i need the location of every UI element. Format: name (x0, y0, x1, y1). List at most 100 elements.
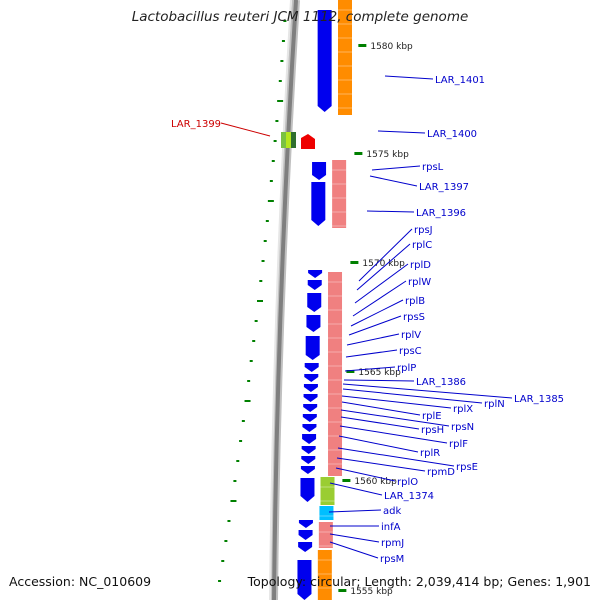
gene-label: rplR (420, 448, 440, 459)
gene-label: LAR_1396 (416, 208, 466, 219)
gene-label: rplX (453, 404, 473, 415)
ring-dot (230, 500, 237, 502)
label-leader-line (358, 228, 413, 282)
highlight-gene-bar-lime (286, 132, 291, 148)
cds-arrow (303, 404, 318, 412)
feature-band (317, 550, 332, 600)
label-leader-line (345, 349, 398, 358)
label-leader-line (369, 175, 418, 187)
ring-dot (263, 240, 267, 242)
gene-label: adk (383, 506, 401, 517)
cds-arrow (312, 162, 327, 180)
cds-arrow (303, 384, 318, 392)
gene-label: rpsN (451, 422, 474, 433)
ring-dot (254, 320, 258, 322)
cds-arrow (298, 542, 313, 552)
cds-arrow (298, 520, 313, 528)
ring-dot (218, 580, 222, 582)
highlight-gene-bar-green (281, 132, 286, 148)
highlight-gene-bar-dark (291, 132, 296, 148)
label-leader-line (329, 541, 379, 559)
scale-tick-label: 1580 kbp (370, 42, 413, 52)
cds-arrow (301, 446, 316, 454)
ring-dot (278, 80, 282, 82)
ring-dot (269, 180, 273, 182)
cds-arrow (305, 336, 320, 360)
label-leader-line (340, 416, 420, 430)
cds-arrow (311, 182, 326, 226)
ring-dot (236, 460, 240, 462)
ring-dot (221, 560, 225, 562)
scale-tick (338, 589, 347, 592)
cds-arrow (302, 414, 317, 422)
gene-label: LAR_1400 (427, 129, 477, 140)
ring-dot (227, 520, 231, 522)
cds-arrow (300, 466, 315, 474)
tick-marks: 1580 kbp 1575 kbp 1570 kbp 1565 kbp 1560 kbp… (338, 42, 413, 597)
highlight-gene-lar-1399[interactable] (281, 132, 315, 149)
label-leader-line (354, 263, 409, 304)
ring-dot (233, 480, 237, 482)
gene-label: LAR_1401 (435, 75, 485, 86)
gene-label: rplE (422, 411, 442, 422)
feature-band (328, 272, 343, 476)
feature-band (318, 522, 333, 548)
gene-label: infA (381, 522, 401, 533)
accession-label: Accession: NC_010609 (9, 574, 152, 589)
gene-label: rpsH (421, 425, 444, 436)
topology-text: Topology: circular; (247, 574, 361, 589)
label-leader-line (340, 409, 450, 427)
label-leader-line (328, 509, 382, 513)
label-leader-line (384, 75, 434, 80)
scale-tick (346, 370, 355, 373)
cds-arrow (298, 530, 313, 540)
cds-arrow (308, 270, 323, 278)
ring-dot (283, 20, 287, 22)
cds-arrow (317, 10, 332, 112)
gene-label: rpsM (380, 554, 404, 565)
ring-dot (239, 440, 243, 442)
label-leader-line (344, 366, 396, 372)
feature-band (338, 0, 352, 115)
gene-label: rplW (408, 277, 431, 288)
label-leader-line (352, 280, 407, 317)
label-leader-line (342, 383, 513, 399)
gene-label: rpmJ (381, 538, 404, 549)
label-leader-line (377, 130, 426, 134)
label-leader-line (342, 388, 483, 404)
label-leader-line (350, 299, 404, 327)
label-leader-line (339, 425, 448, 444)
cds-arrow (306, 315, 321, 332)
ring-dot (249, 360, 253, 362)
ring-dot (259, 280, 263, 282)
label-leader-line (335, 467, 396, 482)
length-text: Length: 2,039,414 bp; (364, 574, 504, 589)
cds-arrow (303, 394, 318, 402)
gene-label: LAR_1397 (419, 182, 469, 193)
label-leader-line (348, 315, 402, 336)
scale-tick (350, 261, 359, 264)
gene-label: rplV (401, 330, 421, 341)
scale-tick-label: 1570 kbp (362, 259, 405, 269)
label-leader-line (343, 379, 415, 382)
label-leader-line (220, 122, 271, 137)
label-leader-line (341, 401, 421, 416)
gene-label: rpsS (403, 312, 425, 323)
scale-tick (358, 44, 367, 47)
gene-label: rplP (397, 363, 416, 374)
gene-label: LAR_1385 (514, 394, 564, 405)
gene-label: rplC (412, 240, 432, 251)
gene-label: rplO (397, 477, 418, 488)
ring-dot (267, 200, 274, 202)
ring-dot (257, 300, 263, 302)
cds-arrow (297, 560, 312, 600)
genome-summary: Topology: circular; Length: 2,039,414 bp… (248, 574, 591, 589)
gene-label: rpsC (399, 346, 422, 357)
ring-dot (247, 380, 251, 382)
gene-label: rpsL (422, 162, 444, 173)
gene-label: rplD (410, 260, 431, 271)
label-leader-line (337, 447, 455, 467)
cds-arrow (307, 280, 322, 290)
cds-arrow (307, 293, 322, 312)
cds-arrow (302, 424, 317, 432)
